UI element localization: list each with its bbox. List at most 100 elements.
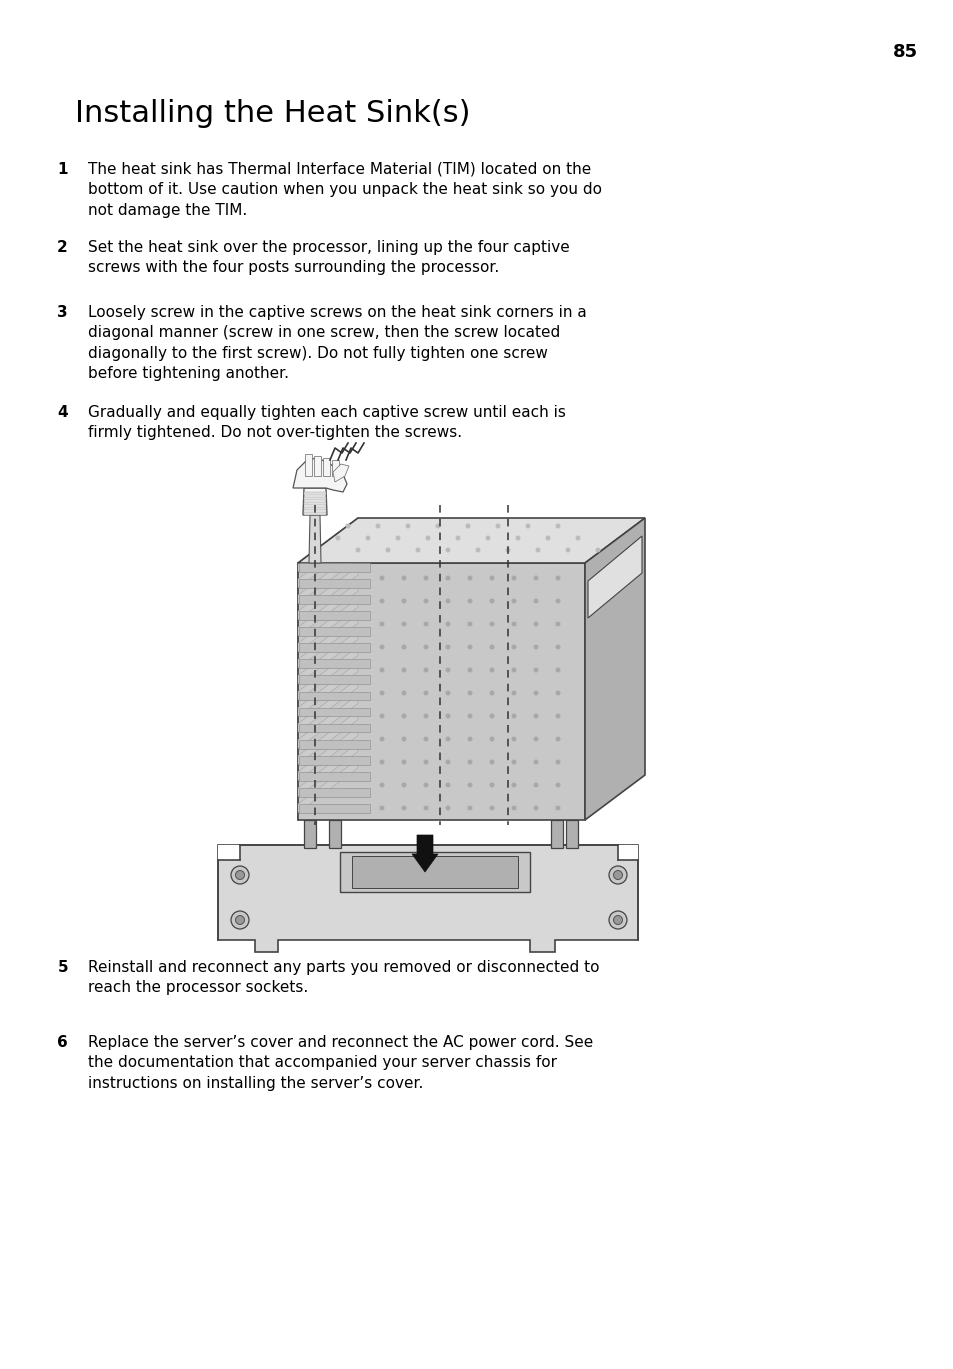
- Circle shape: [401, 713, 406, 719]
- Polygon shape: [332, 460, 338, 476]
- Text: Loosely screw in the captive screws on the heat sink corners in a
diagonal manne: Loosely screw in the captive screws on t…: [88, 305, 586, 381]
- Circle shape: [465, 523, 470, 528]
- Circle shape: [555, 645, 560, 649]
- Polygon shape: [297, 517, 357, 572]
- Text: Installing the Heat Sink(s): Installing the Heat Sink(s): [75, 99, 470, 127]
- Circle shape: [533, 668, 537, 672]
- Polygon shape: [297, 517, 357, 820]
- Circle shape: [555, 805, 560, 810]
- Circle shape: [555, 598, 560, 604]
- Circle shape: [467, 805, 472, 810]
- Circle shape: [511, 622, 516, 627]
- Circle shape: [235, 871, 244, 879]
- Text: Gradually and equally tighten each captive screw until each is
firmly tightened.: Gradually and equally tighten each capti…: [88, 405, 565, 441]
- Polygon shape: [297, 563, 584, 820]
- Circle shape: [379, 575, 384, 580]
- Text: Reinstall and reconnect any parts you removed or disconnected to
reach the proce: Reinstall and reconnect any parts you re…: [88, 960, 598, 995]
- Circle shape: [445, 713, 450, 719]
- Polygon shape: [565, 820, 578, 847]
- Circle shape: [511, 805, 516, 810]
- Circle shape: [345, 523, 350, 528]
- Polygon shape: [218, 845, 240, 860]
- Circle shape: [575, 535, 579, 541]
- Polygon shape: [304, 512, 326, 515]
- Polygon shape: [304, 491, 326, 496]
- Circle shape: [423, 737, 428, 742]
- Circle shape: [489, 645, 494, 649]
- Polygon shape: [314, 456, 320, 476]
- Circle shape: [379, 760, 384, 764]
- Circle shape: [445, 575, 450, 580]
- Circle shape: [511, 598, 516, 604]
- Circle shape: [379, 713, 384, 719]
- Circle shape: [555, 523, 560, 528]
- Polygon shape: [293, 459, 347, 491]
- Circle shape: [445, 645, 450, 649]
- Circle shape: [435, 523, 440, 528]
- Circle shape: [555, 760, 560, 764]
- Circle shape: [401, 737, 406, 742]
- Circle shape: [401, 645, 406, 649]
- Polygon shape: [304, 497, 326, 500]
- Circle shape: [511, 690, 516, 695]
- Circle shape: [423, 668, 428, 672]
- Circle shape: [423, 783, 428, 787]
- Circle shape: [485, 535, 490, 541]
- Circle shape: [533, 598, 537, 604]
- Circle shape: [401, 760, 406, 764]
- Circle shape: [335, 535, 340, 541]
- Polygon shape: [298, 804, 370, 813]
- Circle shape: [511, 575, 516, 580]
- Circle shape: [515, 535, 520, 541]
- Circle shape: [405, 523, 410, 528]
- Circle shape: [511, 737, 516, 742]
- Polygon shape: [297, 727, 357, 780]
- Circle shape: [511, 713, 516, 719]
- Circle shape: [423, 805, 428, 810]
- Polygon shape: [587, 537, 641, 617]
- Circle shape: [555, 713, 560, 719]
- Circle shape: [533, 622, 537, 627]
- Circle shape: [467, 575, 472, 580]
- Text: 4: 4: [57, 405, 68, 420]
- Circle shape: [533, 760, 537, 764]
- Circle shape: [555, 575, 560, 580]
- Polygon shape: [297, 534, 357, 587]
- Polygon shape: [304, 820, 315, 847]
- Circle shape: [423, 622, 428, 627]
- Circle shape: [467, 737, 472, 742]
- Polygon shape: [297, 758, 357, 813]
- Polygon shape: [218, 845, 638, 951]
- Text: 3: 3: [57, 305, 68, 320]
- Circle shape: [445, 622, 450, 627]
- Polygon shape: [298, 708, 370, 716]
- Circle shape: [425, 535, 430, 541]
- Polygon shape: [339, 852, 530, 893]
- Polygon shape: [305, 455, 312, 476]
- Circle shape: [379, 622, 384, 627]
- Polygon shape: [298, 739, 370, 749]
- Circle shape: [595, 548, 599, 553]
- Polygon shape: [297, 663, 357, 716]
- Circle shape: [489, 668, 494, 672]
- Polygon shape: [297, 679, 357, 732]
- Circle shape: [489, 690, 494, 695]
- Polygon shape: [297, 631, 357, 684]
- Circle shape: [505, 548, 510, 553]
- Polygon shape: [298, 724, 370, 732]
- Polygon shape: [297, 615, 357, 668]
- Circle shape: [375, 523, 380, 528]
- FancyArrow shape: [412, 835, 437, 872]
- Circle shape: [423, 598, 428, 604]
- Circle shape: [545, 535, 550, 541]
- Polygon shape: [309, 515, 320, 563]
- Circle shape: [475, 548, 480, 553]
- Circle shape: [467, 645, 472, 649]
- Circle shape: [533, 645, 537, 649]
- Circle shape: [555, 668, 560, 672]
- Text: 6: 6: [57, 1035, 68, 1050]
- Polygon shape: [298, 627, 370, 637]
- Polygon shape: [298, 660, 370, 668]
- Circle shape: [445, 737, 450, 742]
- Polygon shape: [333, 464, 349, 482]
